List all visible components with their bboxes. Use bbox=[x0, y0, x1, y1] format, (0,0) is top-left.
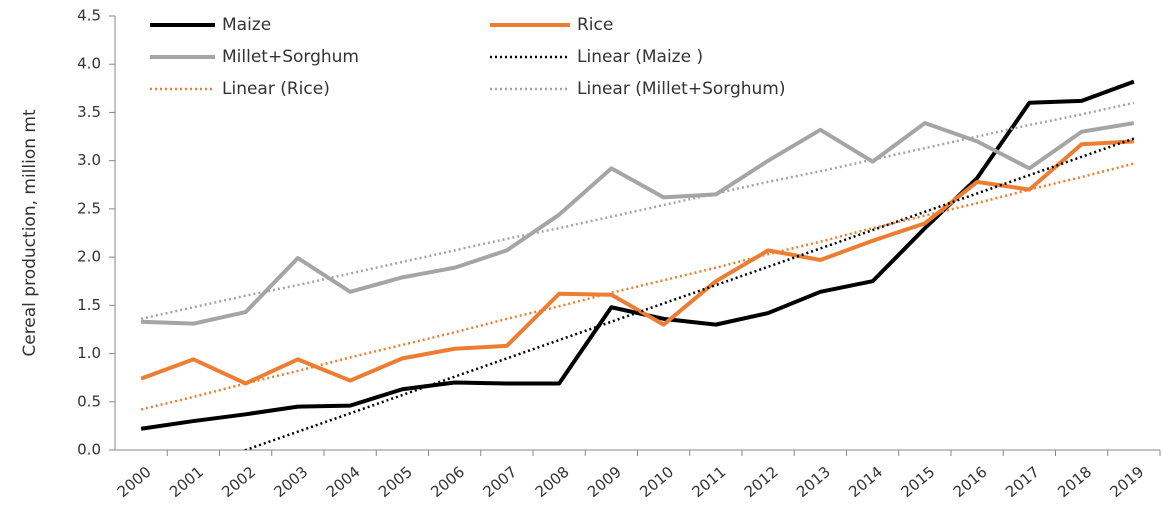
x-tick-label: 2012 bbox=[741, 463, 782, 501]
y-tick-label: 4.0 bbox=[77, 55, 101, 73]
series-line bbox=[241, 137, 1135, 450]
legend-label: Linear (Maize ) bbox=[577, 47, 703, 67]
legend-label: Linear (Millet+Sorghum) bbox=[577, 79, 786, 99]
x-tick-label: 2010 bbox=[636, 463, 677, 501]
x-tick-label: 2018 bbox=[1054, 463, 1095, 501]
legend-label: Linear (Rice) bbox=[222, 79, 330, 99]
x-tick-label: 2007 bbox=[480, 463, 521, 501]
x-tick-label: 2019 bbox=[1107, 463, 1148, 501]
y-tick-label: 3.0 bbox=[77, 151, 101, 169]
y-tick-label: 2.0 bbox=[77, 248, 101, 266]
legend-label: Maize bbox=[222, 15, 271, 35]
legend-label: Millet+Sorghum bbox=[222, 47, 359, 67]
x-tick-label: 2004 bbox=[323, 463, 364, 501]
series-line bbox=[141, 121, 1135, 326]
legend-label: Rice bbox=[577, 15, 613, 35]
y-tick-label: 0.0 bbox=[77, 441, 101, 459]
x-tick-label: 2014 bbox=[845, 463, 886, 501]
x-tick-label: 2011 bbox=[689, 463, 730, 501]
x-tick-label: 2013 bbox=[793, 463, 834, 501]
x-tick-label: 2001 bbox=[166, 463, 207, 501]
x-tick-label: 2017 bbox=[1002, 463, 1043, 501]
series-line bbox=[140, 139, 1134, 386]
series-line bbox=[140, 162, 1135, 411]
x-tick-label: 2008 bbox=[532, 463, 573, 501]
y-tick-label: 3.5 bbox=[77, 103, 101, 121]
x-tick-label: 2009 bbox=[584, 463, 625, 501]
x-tick-label: 2005 bbox=[375, 463, 416, 501]
plot-area bbox=[140, 79, 1135, 450]
series-line bbox=[140, 101, 1135, 321]
y-axis-label: Cereal production, million mt bbox=[20, 109, 40, 357]
y-tick-label: 1.0 bbox=[77, 344, 101, 362]
x-tick-label: 2016 bbox=[950, 463, 991, 501]
x-tick-label: 2002 bbox=[218, 463, 259, 501]
series-line bbox=[140, 79, 1135, 431]
y-tick-label: 2.5 bbox=[77, 199, 101, 217]
x-tick-label: 2015 bbox=[898, 463, 939, 501]
y-tick-label: 0.5 bbox=[77, 392, 101, 410]
x-tick-label: 2006 bbox=[427, 463, 468, 501]
x-tick-label: 2003 bbox=[271, 463, 312, 501]
y-tick-label: 4.5 bbox=[77, 7, 101, 25]
y-tick-label: 1.5 bbox=[77, 296, 101, 314]
x-tick-label: 2000 bbox=[114, 463, 155, 501]
